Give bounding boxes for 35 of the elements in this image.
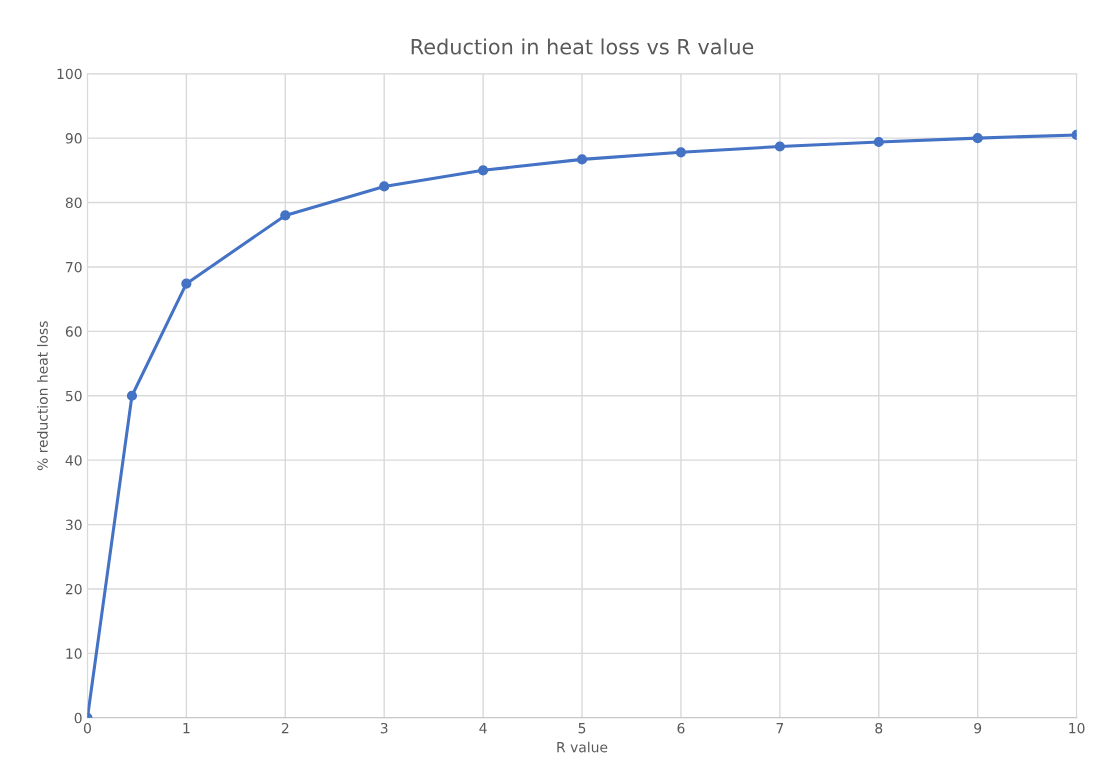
x-axis-title: R value [557, 741, 608, 753]
x-tick-label: 7 [776, 723, 784, 734]
y-tick-label: 60 [65, 326, 82, 337]
point [181, 278, 192, 289]
point [576, 154, 588, 165]
y-tick-label: 70 [66, 261, 82, 273]
y-axis-title: % reduction heat loss [37, 321, 48, 471]
x-tick-label: 6 [677, 722, 685, 734]
point [972, 133, 983, 144]
y-tick-label: 100 [57, 68, 82, 80]
x-tick-label: 2 [281, 722, 289, 734]
x-tick-label: 0 [83, 722, 91, 734]
x-tick-label: 5 [578, 723, 586, 734]
y-tick-label: 30 [65, 519, 82, 531]
y-tick-label: 90 [65, 133, 82, 144]
point [774, 141, 785, 152]
x-tick-label: 1 [183, 723, 190, 734]
y-tick-label: 50 [65, 390, 82, 402]
x-tick-label: 9 [974, 722, 982, 734]
y-tick-label: 10 [66, 648, 82, 659]
point [126, 390, 138, 401]
y-tick-label: 40 [65, 455, 82, 466]
point [873, 136, 884, 148]
point [675, 147, 687, 158]
chart-title: Reduction in heat loss vs R value [411, 38, 754, 55]
x-tick-label: 10 [1069, 722, 1085, 734]
point [280, 210, 291, 221]
point [478, 165, 489, 176]
x-tick-label: 3 [380, 722, 388, 734]
y-tick-label: 0 [74, 712, 82, 724]
point [379, 181, 390, 192]
x-tick-label: 8 [875, 722, 883, 734]
y-tick-label: 20 [65, 583, 82, 595]
y-tick-label: 80 [65, 197, 82, 209]
x-tick-label: 4 [479, 723, 487, 734]
